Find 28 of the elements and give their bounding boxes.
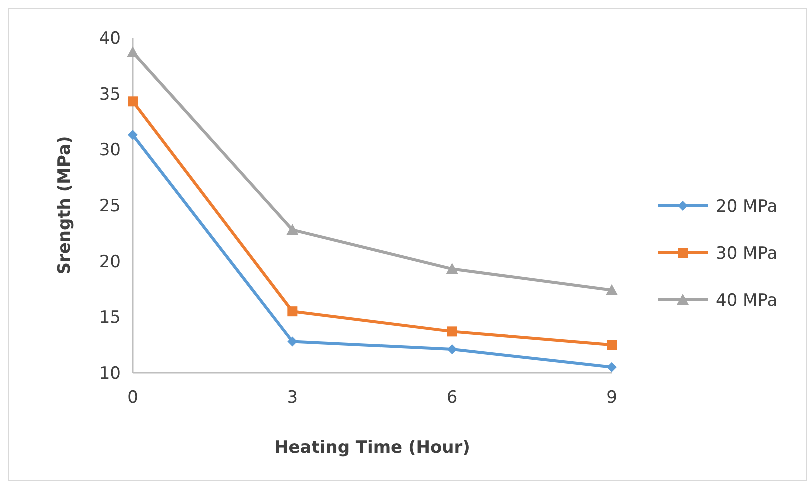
y-tick-label: 20 — [99, 252, 121, 272]
legend-label: 20 MPa — [716, 196, 778, 217]
y-tick-label: 35 — [99, 84, 121, 105]
point — [606, 284, 618, 296]
legend-label: 40 MPa — [716, 290, 778, 311]
point — [128, 96, 138, 107]
point — [447, 326, 458, 337]
legend-label: 30 MPa — [716, 244, 778, 264]
x-axis-title: Heating Time (Hour) — [274, 438, 470, 458]
x-tick-label: 0 — [128, 388, 138, 408]
y-tick-label: 10 — [99, 364, 121, 384]
point — [286, 224, 299, 236]
x-tick-label: 9 — [606, 388, 618, 408]
point — [288, 336, 298, 347]
y-tick-label: 25 — [99, 196, 121, 216]
y-axis-title: Srength (MPa) — [55, 136, 75, 275]
x-tick-label: 3 — [287, 388, 298, 408]
point — [607, 340, 617, 350]
y-tick-label: 30 — [99, 140, 121, 161]
point — [288, 306, 298, 317]
point — [607, 362, 617, 372]
point — [446, 263, 458, 274]
point — [127, 46, 139, 58]
y-tick-label: 40 — [99, 28, 121, 49]
point — [447, 344, 458, 355]
point — [128, 130, 138, 140]
x-tick-label: 6 — [446, 388, 458, 408]
y-tick-label: 15 — [99, 308, 121, 328]
